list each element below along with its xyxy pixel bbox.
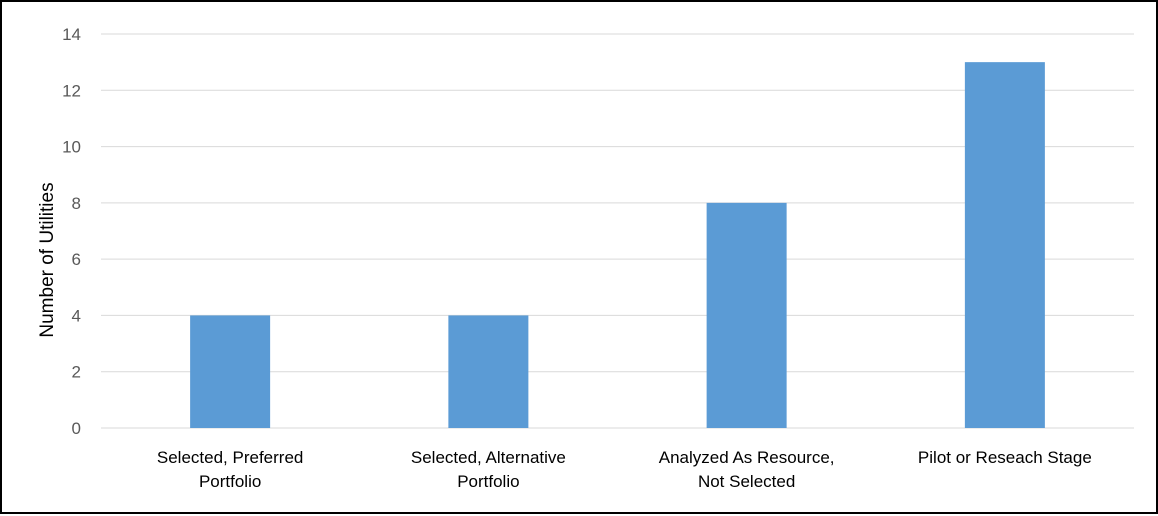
y-tick-label: 10 — [62, 138, 81, 157]
bars — [190, 62, 1045, 429]
x-category-label: Pilot or Reseach Stage — [918, 448, 1092, 467]
bar — [190, 315, 271, 428]
y-tick-label: 8 — [72, 194, 81, 213]
y-axis-title: Number of Utilities — [37, 182, 58, 337]
y-axis-ticks: 0 2 4 6 8 10 12 14 — [62, 25, 81, 438]
gridlines — [101, 33, 1134, 429]
y-tick-label: 0 — [72, 419, 81, 438]
bar — [448, 315, 529, 428]
x-category-label: Analyzed As Resource, Not Selected — [659, 448, 835, 491]
x-axis-categories: Selected, Preferred Portfolio Selected, Al… — [157, 448, 1092, 491]
y-tick-label: 6 — [72, 250, 81, 269]
y-tick-label: 14 — [62, 25, 81, 44]
x-category-label: Selected, Alternative Portfolio — [411, 448, 566, 491]
y-tick-label: 12 — [62, 81, 81, 100]
bar — [964, 62, 1045, 429]
x-category-label: Selected, Preferred Portfolio — [157, 448, 303, 491]
y-tick-label: 4 — [72, 306, 81, 325]
y-tick-label: 2 — [72, 363, 81, 382]
bar — [706, 202, 787, 428]
